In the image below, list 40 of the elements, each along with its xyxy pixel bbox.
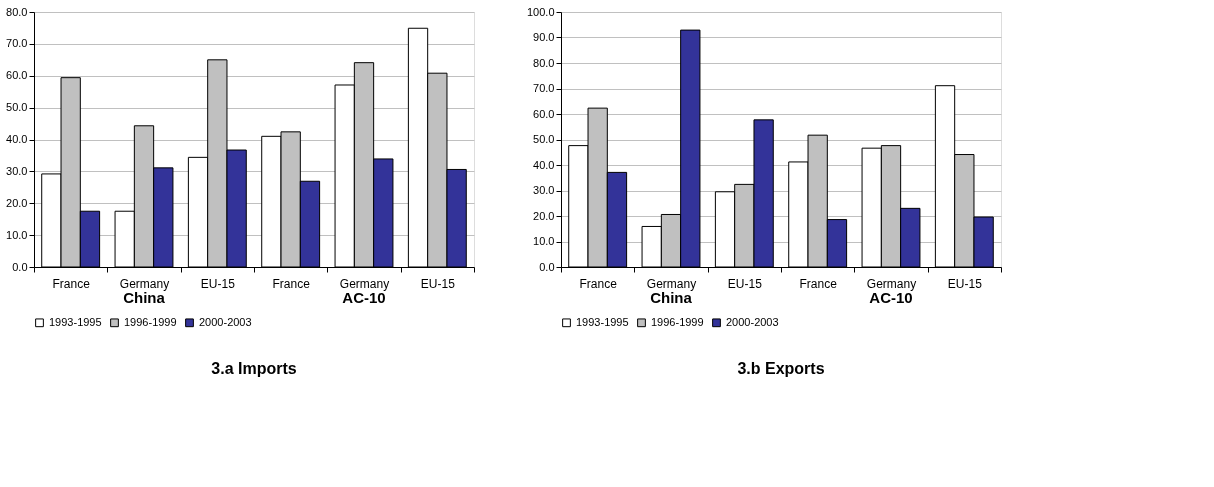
legend-label: 2000-2003 <box>199 315 252 328</box>
x-tick-label: EU-15 <box>947 276 983 291</box>
x-tick-label: Germany <box>119 276 170 291</box>
y-tick-label: 80.0 <box>6 5 28 18</box>
y-tick-label: 30.0 <box>6 164 28 177</box>
x-tick-label: EU-15 <box>727 276 763 291</box>
y-tick-label: 60.0 <box>533 107 555 120</box>
y-tick-label: 100.0 <box>526 5 555 18</box>
text: 3.a Imports <box>211 360 297 377</box>
x-tick-label: France <box>52 276 91 291</box>
legend-label: 1993-1995 <box>49 315 102 328</box>
x-tick-label: France <box>799 276 838 291</box>
y-tick-label: 0.0 <box>12 260 28 273</box>
x-tick-label: France <box>272 276 311 291</box>
y-tick-label: 80.0 <box>533 56 555 69</box>
x-tick-label: France <box>579 276 618 291</box>
y-tick-label: 70.0 <box>6 37 28 50</box>
legend-label: 2000-2003 <box>726 315 779 328</box>
legend-label: 1993-1995 <box>576 315 629 328</box>
y-tick-label: 40.0 <box>533 158 555 171</box>
text: 3.b Exports <box>737 360 825 377</box>
x-tick-label: Germany <box>339 276 390 291</box>
legend-label: 1996-1999 <box>651 315 704 328</box>
y-tick-label: 50.0 <box>533 133 555 145</box>
y-tick-label: 0.0 <box>539 260 555 273</box>
y-tick-label: 10.0 <box>533 235 555 247</box>
y-tick-label: 60.0 <box>6 69 28 82</box>
y-tick-label: 20.0 <box>533 209 555 222</box>
y-tick-label: 50.0 <box>6 101 28 114</box>
y-tick-label: 90.0 <box>533 31 555 43</box>
y-tick-label: 20.0 <box>6 196 28 209</box>
y-tick-label: 70.0 <box>533 82 555 94</box>
x-tick-label: Germany <box>646 276 697 291</box>
y-tick-label: 40.0 <box>6 133 28 145</box>
legend-label: 1996-1999 <box>124 315 177 328</box>
y-tick-label: 30.0 <box>533 184 555 196</box>
x-tick-label: Germany <box>866 276 917 291</box>
x-tick-label: EU-15 <box>420 276 456 291</box>
x-tick-label: EU-15 <box>200 276 236 291</box>
y-tick-label: 10.0 <box>6 228 28 241</box>
